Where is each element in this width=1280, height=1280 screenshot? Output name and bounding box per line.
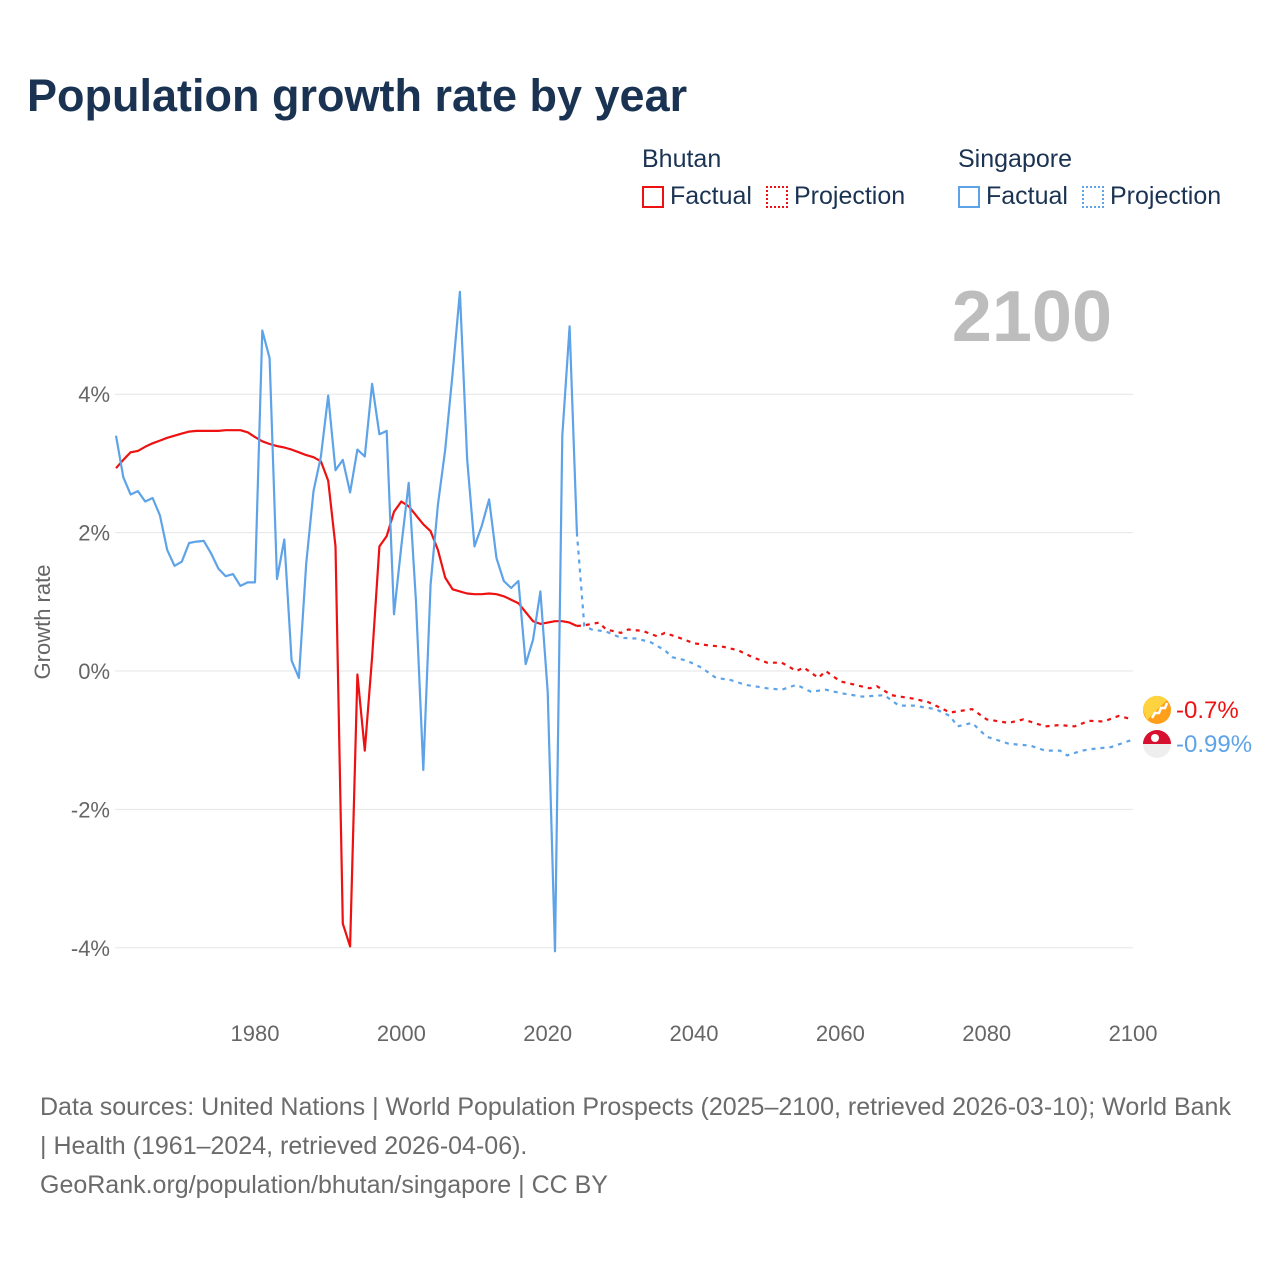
legend-bhutan-projection[interactable]: Projection — [765, 182, 906, 211]
x-tick-label: 2080 — [962, 1021, 1011, 1046]
footer: Data sources: United Nations | World Pop… — [40, 1088, 1240, 1205]
legend-country: Singapore — [958, 145, 1072, 173]
singapore-flag-icon — [1143, 730, 1171, 758]
y-tick-label: -2% — [71, 797, 110, 822]
y-tick-label: 0% — [78, 659, 110, 684]
x-tick-label: 2020 — [523, 1021, 572, 1046]
legend-country: Bhutan — [642, 145, 722, 173]
dragon-shape — [1150, 702, 1169, 719]
x-tick-label: 2040 — [670, 1021, 719, 1046]
flag-crescent — [1151, 734, 1159, 742]
series-bhutan-factual — [115, 429, 578, 948]
series-singapore-projection — [575, 532, 1134, 757]
swatch-solid — [958, 185, 980, 208]
legend-bhutan-factual[interactable]: Factual — [642, 182, 752, 211]
legend-label: Factual — [986, 182, 1068, 210]
bhutan-flag-icon — [1142, 695, 1171, 724]
chart-title: Population growth rate by year — [27, 70, 688, 121]
data-sources: Data sources: United Nations | World Pop… — [40, 1093, 1231, 1160]
swatch-dotted — [765, 185, 788, 208]
flag-yellow — [1142, 695, 1167, 720]
legend-label: Factual — [670, 182, 752, 210]
legend-singapore-projection[interactable]: Projection — [1081, 182, 1222, 211]
y-tick-label: 2% — [78, 521, 110, 546]
legend-label: Projection — [793, 182, 906, 210]
credit-link[interactable]: GeoRank.org/population/bhutan/singapore … — [40, 1171, 608, 1199]
x-tick-label: 2060 — [816, 1021, 865, 1046]
current-year-label: 2100 — [951, 277, 1112, 357]
x-tick-label: 1980 — [231, 1021, 280, 1046]
x-tick-label: 2000 — [377, 1021, 426, 1046]
y-tick-label: 4% — [78, 382, 110, 407]
series-singapore-factual — [114, 290, 578, 953]
x-tick-label: 2100 — [1109, 1021, 1158, 1046]
series-bhutan-projection — [576, 621, 1134, 728]
end-label-singapore: -0.99% — [1176, 731, 1252, 758]
swatch-solid — [642, 185, 664, 208]
y-tick-label: -4% — [71, 936, 110, 961]
end-label-bhutan: -0.7% — [1176, 697, 1239, 724]
swatch-dotted — [1081, 185, 1104, 208]
legend-bhutan: Bhutan Factual Projection — [642, 145, 905, 211]
legend-singapore-factual[interactable]: Factual — [958, 182, 1068, 211]
legend-singapore: Singapore Factual Projection — [958, 145, 1221, 211]
y-axis-label: Growth rate — [30, 565, 55, 680]
legend-label: Projection — [1109, 182, 1222, 210]
